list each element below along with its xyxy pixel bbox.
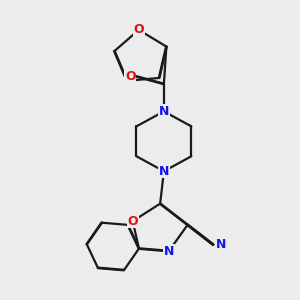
Text: N: N [164,244,174,258]
Text: O: O [128,214,138,228]
Text: O: O [134,23,144,36]
Text: O: O [125,70,136,83]
Text: N: N [159,105,169,118]
Text: N: N [215,238,226,251]
Text: N: N [159,165,169,178]
